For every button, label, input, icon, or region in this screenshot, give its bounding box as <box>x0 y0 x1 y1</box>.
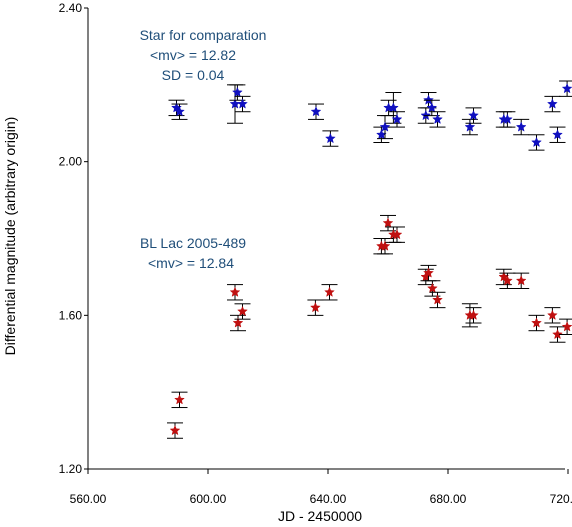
data-point-star <box>379 121 391 132</box>
x-tick-label: 720.00 <box>550 492 572 506</box>
data-point-star <box>174 106 185 117</box>
data-point-star <box>391 228 403 240</box>
data-point-star <box>552 328 563 340</box>
data-point-star <box>423 267 434 278</box>
y-tick-label: 2.40 <box>59 1 83 15</box>
data-point-star <box>325 132 336 144</box>
data-point-star <box>427 282 438 294</box>
data-point-star <box>169 424 181 436</box>
data-point-star <box>552 129 563 140</box>
data-point-star <box>237 98 248 109</box>
data-point-star <box>432 294 443 305</box>
annotations: Star for comparation <mv> = 12.82 SD = 0… <box>140 27 267 271</box>
annotation-bllac-mean: <mv> = 12.84 <box>148 255 234 271</box>
data-point-star <box>432 113 443 124</box>
data-point-star <box>174 394 185 405</box>
data-point-star <box>232 86 243 98</box>
data-point-star <box>561 321 572 332</box>
data-point-star <box>468 109 479 121</box>
data-point-star <box>561 83 572 94</box>
data-point-star <box>502 275 513 286</box>
plot-frame <box>87 8 565 470</box>
data-point-star <box>232 317 244 328</box>
data-point-star <box>324 286 335 297</box>
x-tick-label: 560.00 <box>70 492 107 506</box>
data-point-star <box>515 275 527 286</box>
y-axis-title: Differential magnitude (arbitrary origin… <box>2 117 18 356</box>
y-ticks: 1.20 1.60 2.00 2.40 <box>59 1 88 476</box>
data-point-star <box>468 309 479 320</box>
data-point-star <box>464 121 476 132</box>
data-point-star <box>310 301 321 313</box>
data-point-star <box>531 136 542 148</box>
series-0 <box>168 80 572 151</box>
data-point-star <box>547 98 558 109</box>
y-tick-label: 2.00 <box>59 155 83 169</box>
data-point-star <box>310 106 322 117</box>
data-point-star <box>382 217 394 228</box>
data-point-star <box>379 240 391 251</box>
data-point-star <box>502 113 513 124</box>
annotation-comparison-mean: <mv> = 12.82 <box>150 47 236 63</box>
x-ticks: 560.00 600.00 640.00 680.00 720.00 <box>70 469 572 506</box>
x-tick-label: 600.00 <box>190 492 227 506</box>
annotation-comparison-title: Star for comparation <box>140 27 267 43</box>
annotation-comparison-sd: SD = 0.04 <box>162 67 225 83</box>
data-point-star <box>391 113 403 124</box>
data-point-star <box>515 121 527 132</box>
annotation-bllac-title: BL Lac 2005-489 <box>140 235 246 251</box>
data-point-star <box>237 305 248 317</box>
y-tick-label: 1.60 <box>59 308 83 322</box>
data-point-star <box>547 309 558 320</box>
data-points <box>167 80 572 439</box>
data-point-star <box>426 102 438 113</box>
x-tick-label: 680.00 <box>430 492 467 506</box>
data-point-star <box>388 102 399 113</box>
series-1 <box>167 214 572 439</box>
x-tick-label: 640.00 <box>310 492 347 506</box>
y-tick-label: 1.20 <box>59 462 83 476</box>
data-point-star <box>229 286 241 297</box>
data-point-star <box>531 317 542 328</box>
x-axis-title: JD - 2450000 <box>278 508 362 524</box>
